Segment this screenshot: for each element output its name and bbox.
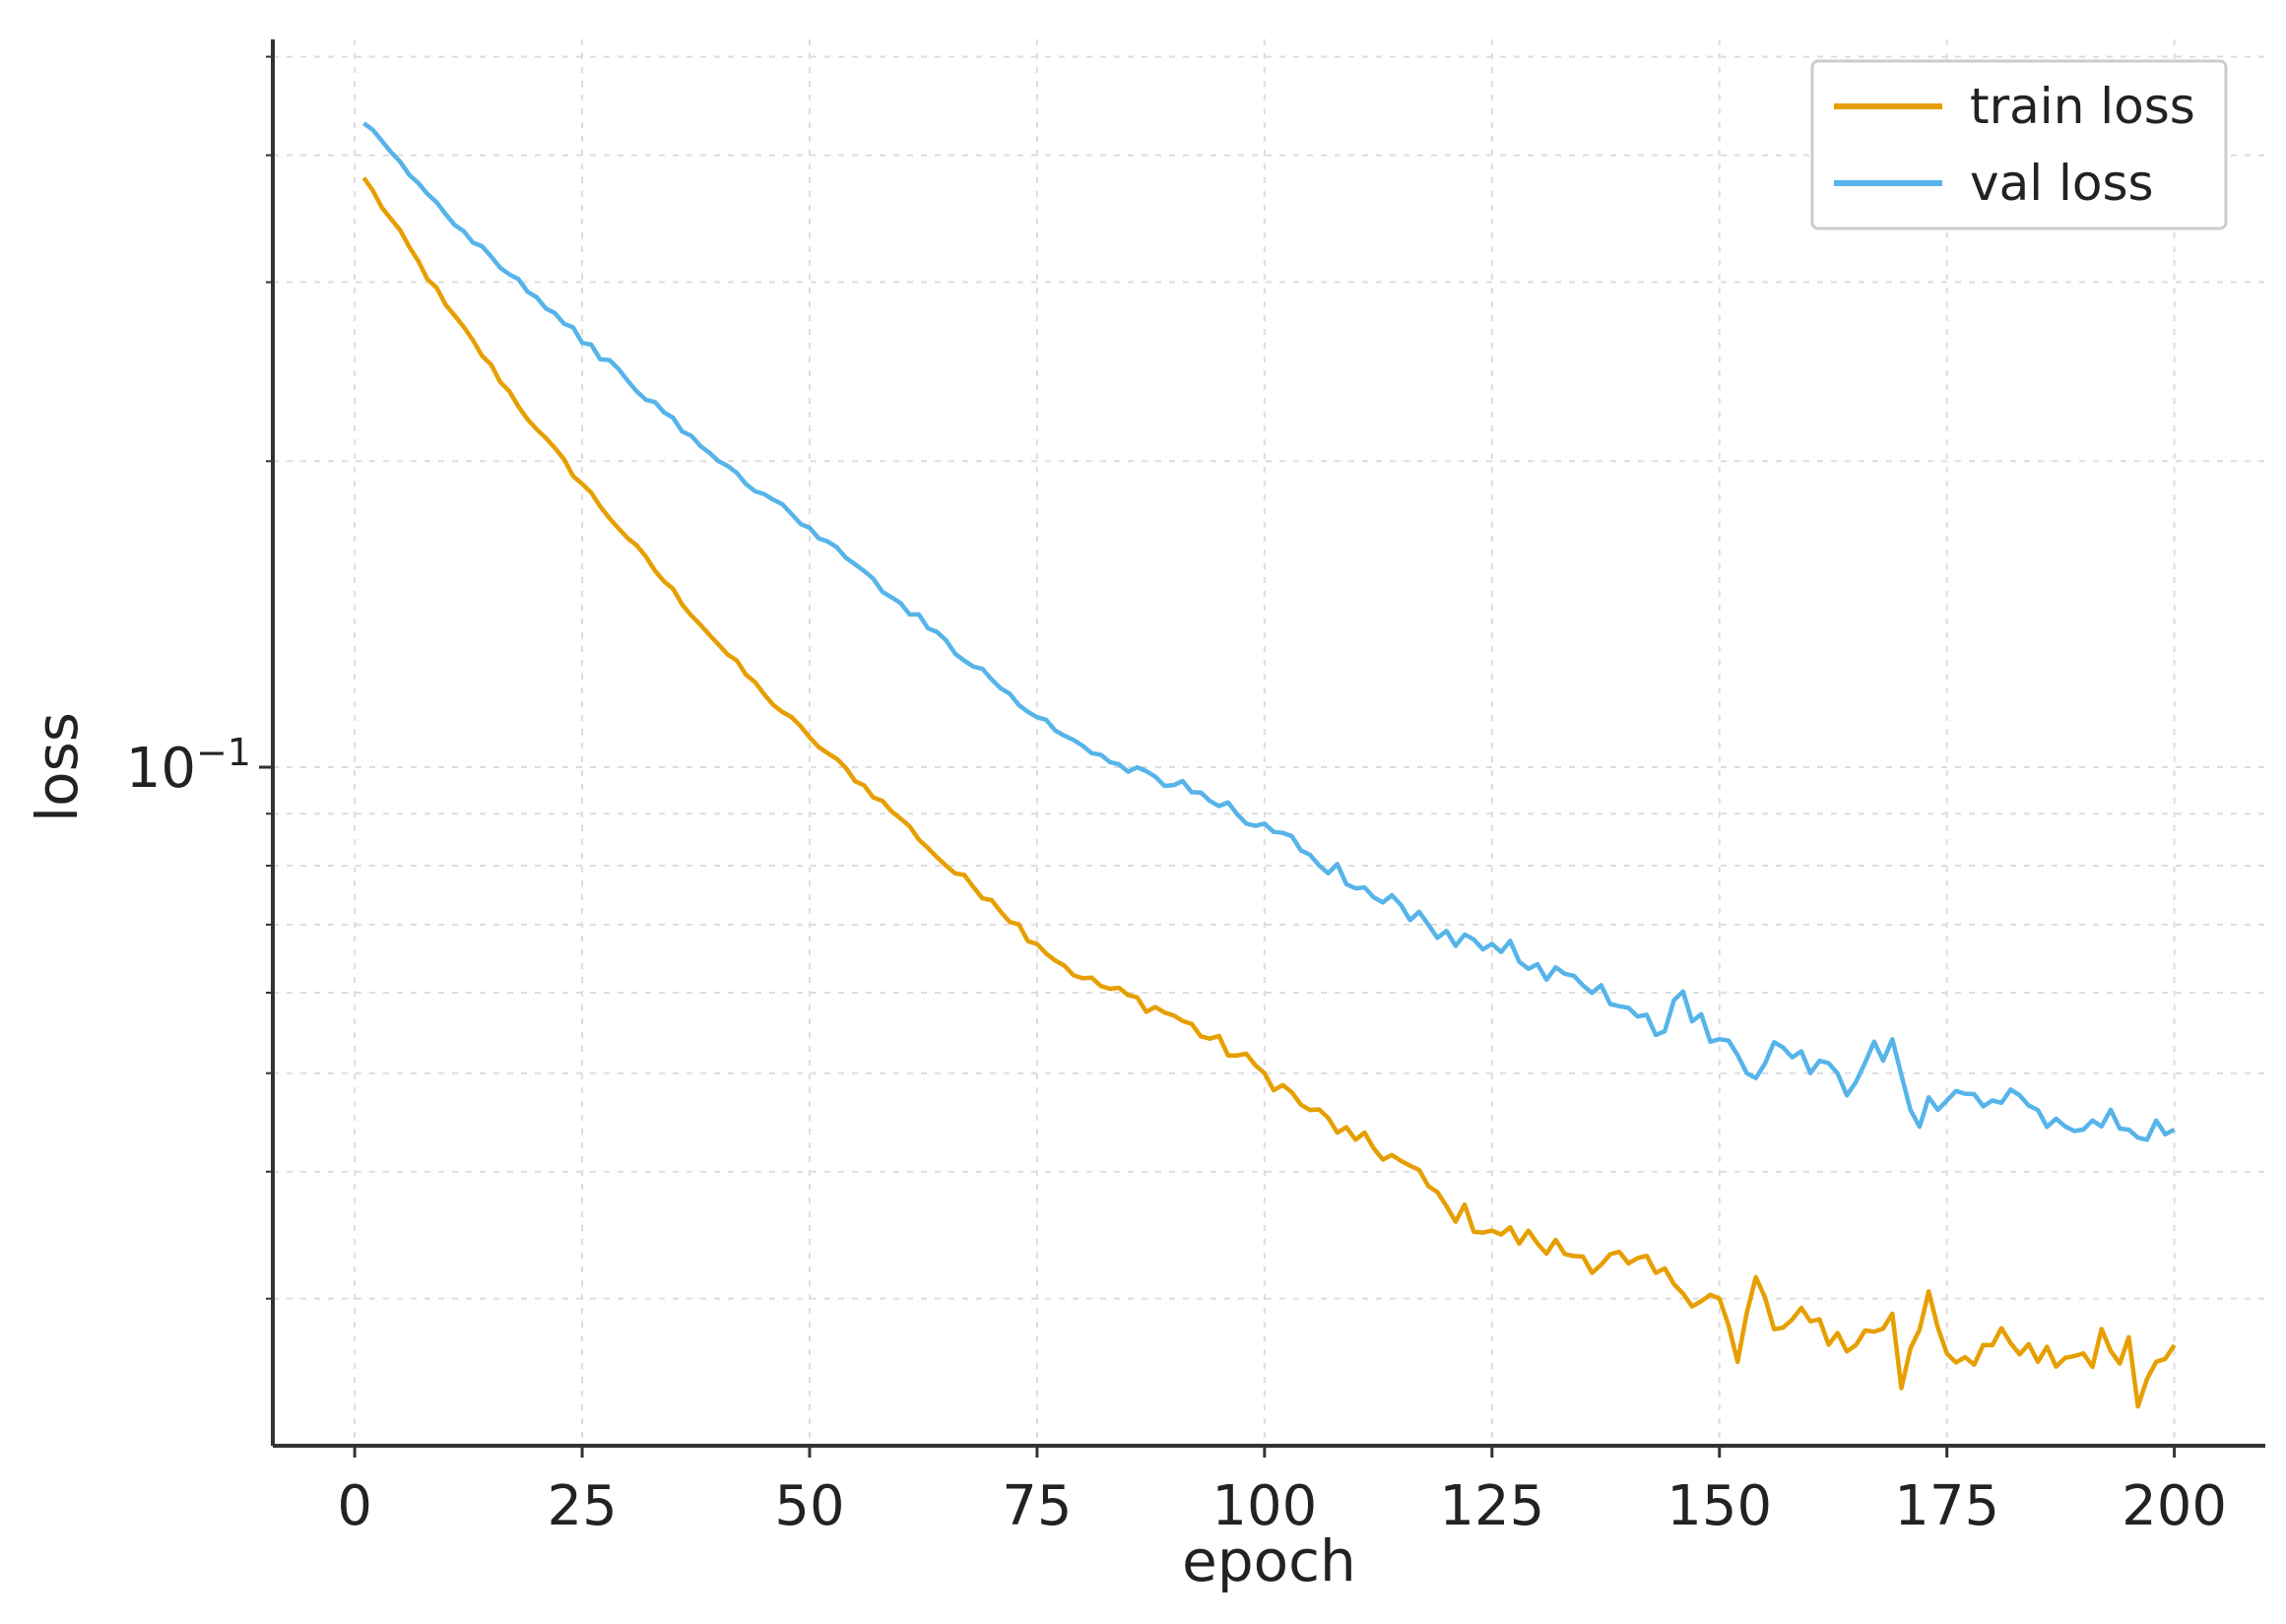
series-line-val-loss — [362, 121, 2176, 1142]
series-line-train-loss — [361, 176, 2177, 1409]
legend: train loss val loss — [1810, 59, 2228, 230]
legend-label-train-loss: train loss — [1970, 78, 2195, 135]
series-lines — [361, 121, 2177, 1409]
axes — [271, 39, 2265, 1448]
x-tick-label: 25 — [547, 1474, 617, 1538]
x-tick-label: 200 — [2122, 1474, 2227, 1538]
grid-lines — [273, 39, 2265, 1446]
x-tick-label: 100 — [1211, 1474, 1317, 1538]
x-tick-label: 75 — [1002, 1474, 1072, 1538]
x-tick-label: 175 — [1894, 1474, 1999, 1538]
x-tick-label: 150 — [1666, 1474, 1772, 1538]
x-ticks: 0 25 50 75 100 125 150 175 200 — [337, 1446, 2227, 1538]
x-tick-label: 125 — [1439, 1474, 1544, 1538]
legend-label-val-loss: val loss — [1970, 155, 2154, 212]
x-axis-label: epoch — [1182, 1527, 1356, 1594]
y-ticks: 10−1 — [126, 55, 273, 1300]
legend-box — [1810, 59, 2228, 230]
x-tick-label: 50 — [774, 1474, 844, 1538]
y-tick-label: 10−1 — [126, 731, 251, 801]
y-axis-label: loss — [24, 712, 91, 822]
x-tick-label: 0 — [337, 1474, 372, 1538]
